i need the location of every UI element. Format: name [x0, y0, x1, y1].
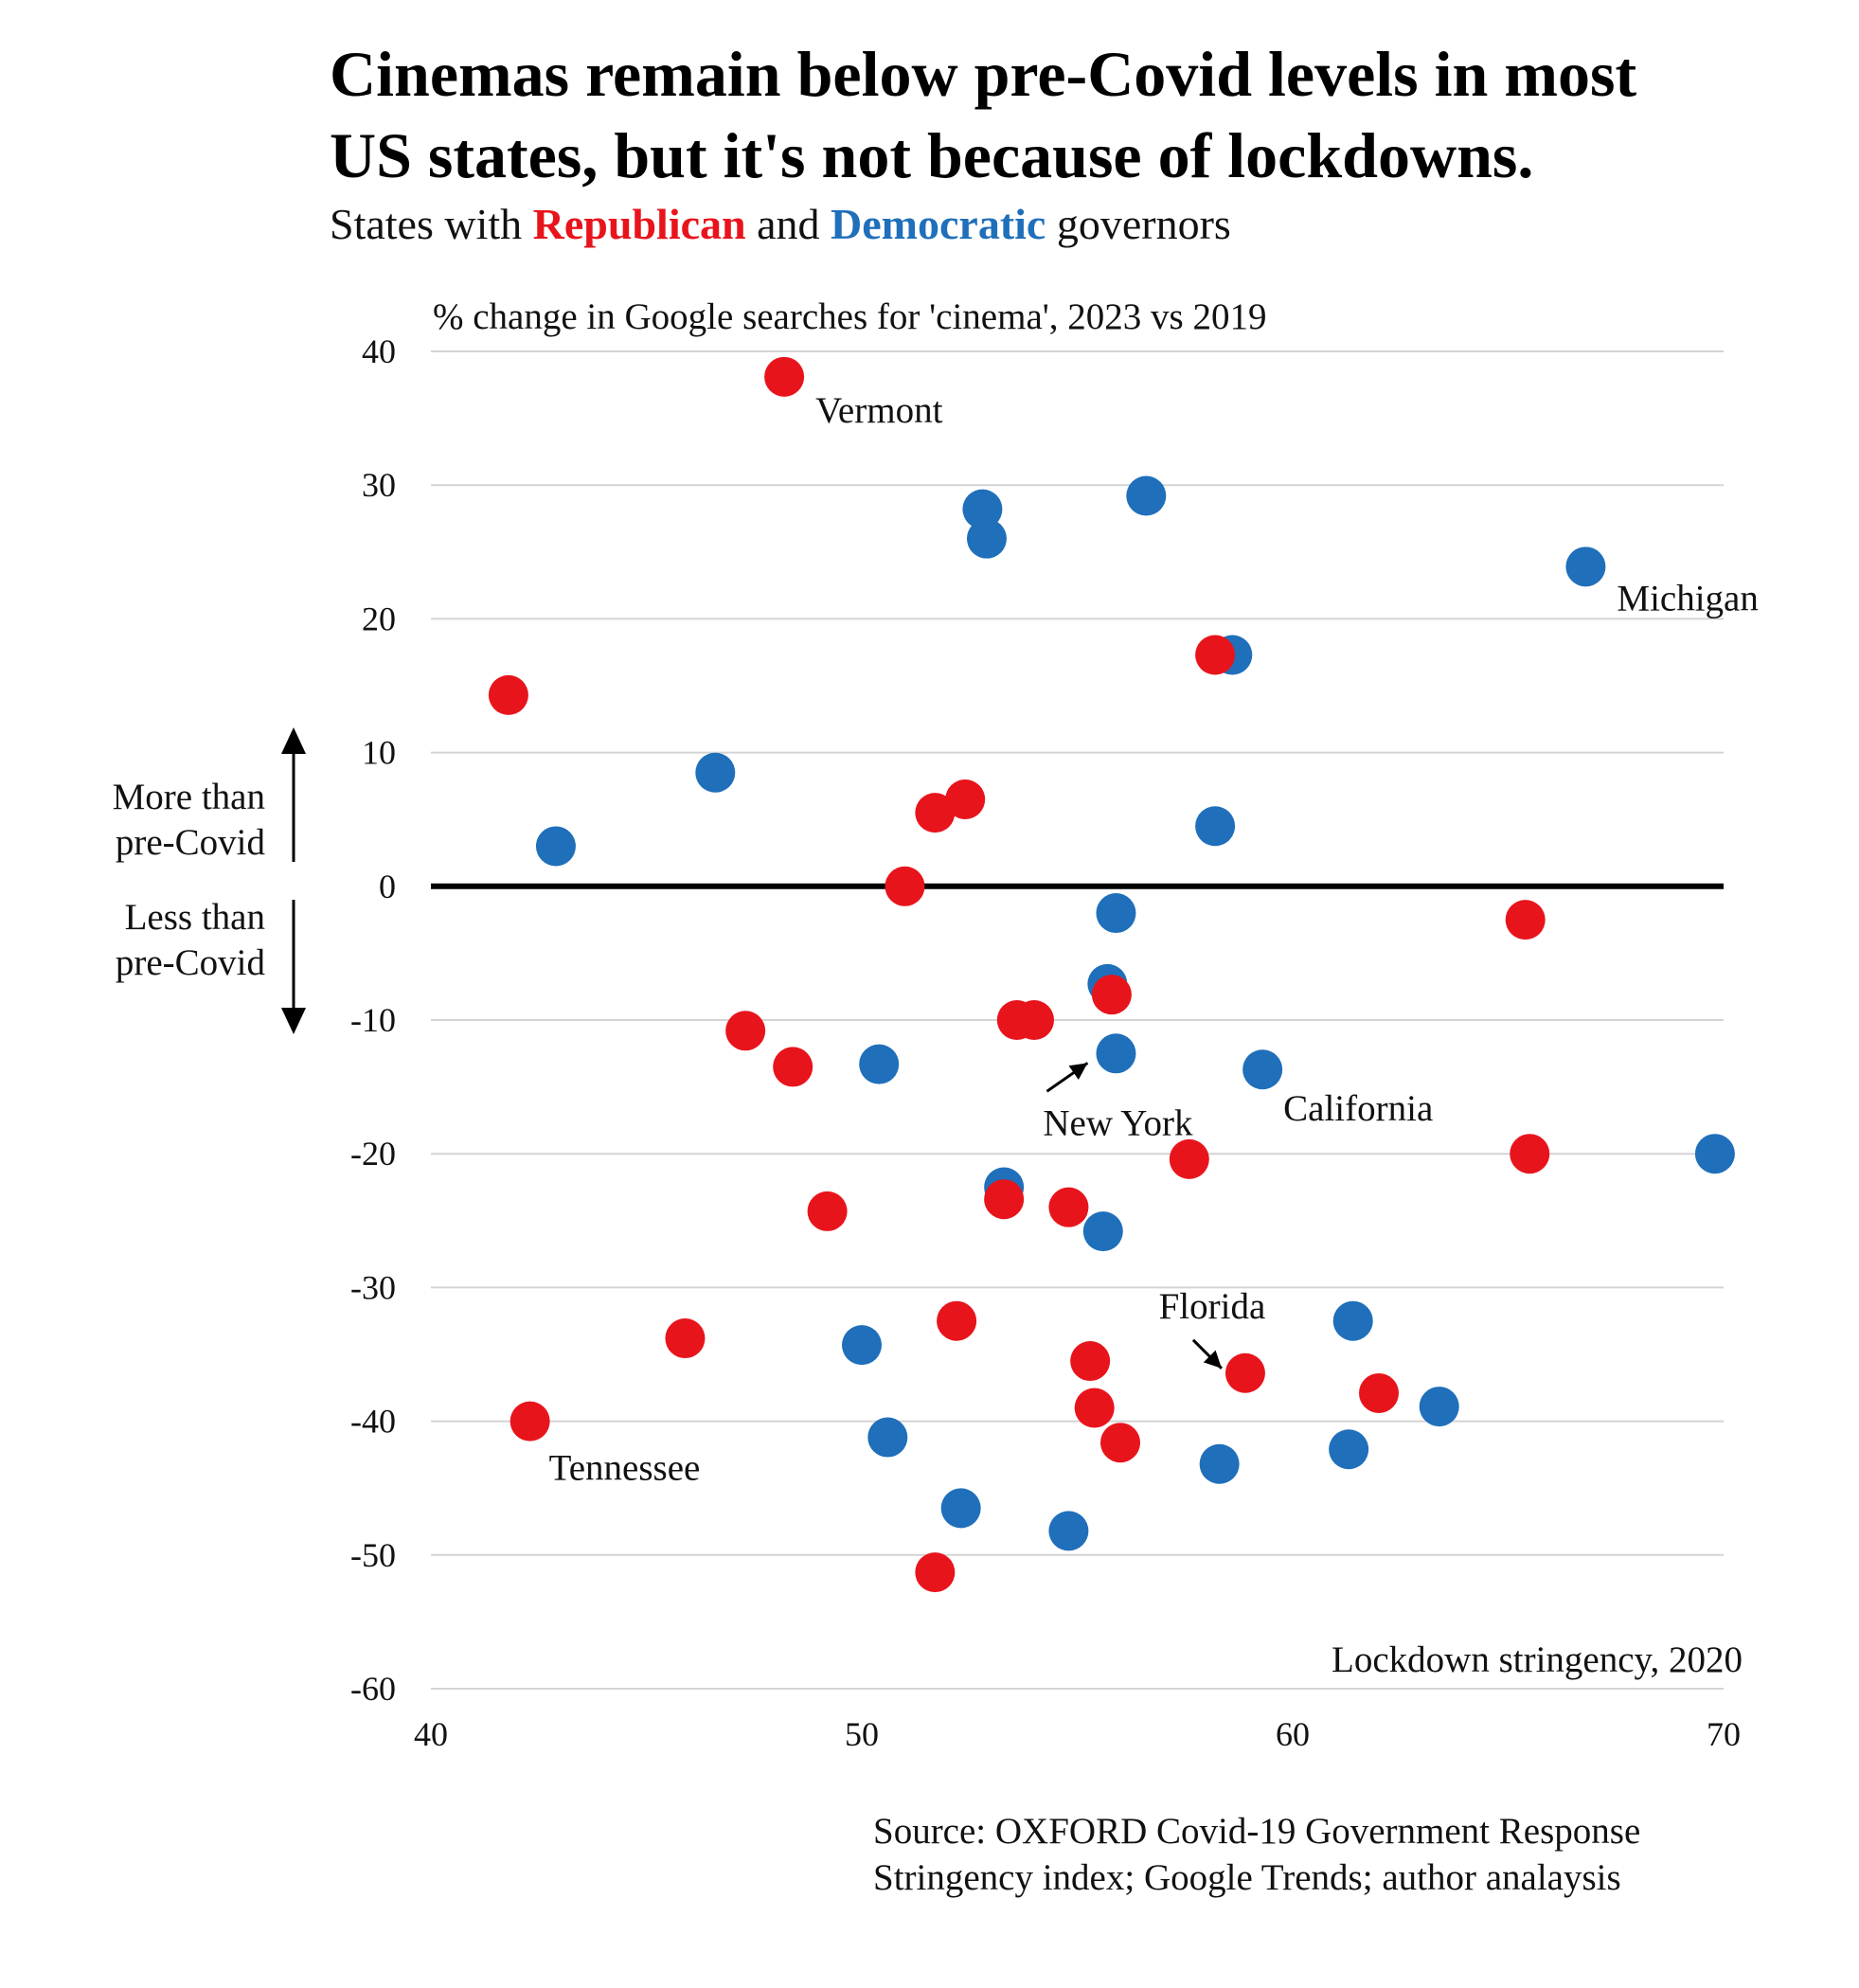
source-line-1: Source: OXFORD Covid-19 Government Respo… [873, 1811, 1640, 1852]
subtitle-suffix: governors [1046, 200, 1230, 248]
annotation-arrowhead-icon [1203, 1350, 1222, 1369]
annotation-tennessee: Tennessee [549, 1448, 701, 1489]
y-tick-label: -10 [350, 1001, 396, 1039]
democratic-point [1694, 1134, 1735, 1174]
democratic-point [1126, 475, 1167, 516]
democratic-point [1048, 1511, 1089, 1551]
y-tick-label: 10 [362, 734, 396, 772]
democratic-point [1329, 1429, 1369, 1470]
republican-point [509, 1401, 550, 1442]
y-tick-label: 20 [362, 600, 396, 637]
subtitle-prefix: States with [330, 200, 533, 248]
x-tick-labels: 40 50 60 70 [414, 1715, 1741, 1753]
democratic-point [1332, 1300, 1373, 1341]
democratic-point [1565, 546, 1606, 587]
gridlines [431, 350, 1724, 1690]
less-than-note: Less than pre-Covid [116, 897, 306, 1034]
annotations: Vermont Michigan New York California Florida… [549, 390, 1759, 1489]
democratic-point [1096, 1033, 1136, 1074]
x-tick-label: 50 [845, 1715, 879, 1753]
up-arrow-icon [281, 727, 306, 754]
down-arrow-icon [281, 1008, 306, 1034]
republican-point [937, 1300, 977, 1341]
annotation-vermont: Vermont [815, 390, 942, 431]
y-tick-label: 30 [362, 466, 396, 504]
less-note-line-2: pre-Covid [116, 942, 266, 983]
republican-point [1048, 1187, 1089, 1227]
subtitle-republican: Republican [533, 200, 746, 248]
y-tick-label: -40 [350, 1403, 396, 1441]
y-tick-label: -50 [350, 1536, 396, 1574]
democratic-point [867, 1417, 908, 1458]
democratic-point [695, 752, 736, 793]
chart-title-line-1: Cinemas remain below pre-Covid levels in… [330, 38, 1636, 110]
democratic-point [1195, 806, 1236, 847]
republican-point [1169, 1138, 1209, 1179]
democratic-point [842, 1325, 882, 1366]
y-tick-labels: 40 30 20 10 0 -10 -20 -30 -40 -50 -60 [350, 332, 396, 1708]
republican-point [1100, 1423, 1140, 1463]
democratic-point [1242, 1049, 1283, 1090]
republican-point [488, 674, 528, 715]
republican-point [1195, 635, 1236, 675]
subtitle-middle: and [746, 200, 831, 248]
subtitle-democratic: Democratic [831, 200, 1046, 248]
x-axis-label: Lockdown stringency, 2020 [1332, 1639, 1743, 1680]
source-line-2: Stringency index; Google Trends; author … [873, 1857, 1621, 1898]
republican-point [945, 779, 986, 820]
republican-point [1510, 1134, 1550, 1174]
republican-point [885, 866, 925, 906]
annotation-new-york: New York [1043, 1102, 1193, 1143]
republican-point [1070, 1341, 1111, 1382]
less-note-line-1: Less than [125, 897, 265, 938]
democratic-point [966, 518, 1007, 559]
republican-point [1359, 1372, 1399, 1413]
republican-point [915, 793, 956, 833]
republican-point [807, 1191, 848, 1231]
x-tick-label: 40 [414, 1715, 448, 1753]
republican-point [915, 1552, 956, 1593]
y-tick-label: 40 [362, 332, 396, 370]
y-axis-label: % change in Google searches for 'cinema'… [433, 296, 1266, 337]
republican-point [725, 1011, 766, 1051]
republican-point [1014, 1000, 1054, 1040]
republican-point [1074, 1388, 1115, 1428]
x-tick-label: 60 [1276, 1715, 1310, 1753]
democratic-point [1096, 893, 1136, 934]
chart-title-line-2: US states, but it's not because of lockd… [330, 119, 1533, 191]
more-than-note: More than pre-Covid [113, 727, 306, 863]
democratic-point [1199, 1443, 1240, 1484]
more-note-line-2: pre-Covid [116, 822, 266, 863]
republican-point [665, 1318, 706, 1359]
x-tick-label: 70 [1707, 1715, 1741, 1753]
democratic-point [535, 826, 576, 867]
y-tick-label: -20 [350, 1135, 396, 1173]
republican-point [1505, 900, 1546, 940]
republican-point [764, 356, 805, 397]
y-tick-label: -60 [350, 1670, 396, 1708]
y-tick-label: 0 [379, 868, 396, 905]
republican-point [984, 1179, 1025, 1220]
annotation-florida: Florida [1159, 1286, 1266, 1327]
democratic-point [1419, 1387, 1459, 1427]
annotation-michigan: Michigan [1617, 578, 1758, 618]
democratic-point [859, 1044, 900, 1084]
data-points [488, 356, 1735, 1593]
more-note-line-1: More than [113, 777, 265, 817]
democratic-point [1082, 1211, 1123, 1252]
annotation-arrowhead-icon [1068, 1063, 1088, 1080]
democratic-point [940, 1488, 981, 1529]
democratic-point [962, 489, 1003, 529]
republican-point [773, 1047, 813, 1087]
chart-subtitle: States with Republican and Democratic go… [330, 200, 1231, 248]
republican-point [1091, 975, 1132, 1015]
annotation-california: California [1283, 1088, 1433, 1129]
y-tick-label: -30 [350, 1268, 396, 1306]
republican-point [1224, 1352, 1265, 1393]
